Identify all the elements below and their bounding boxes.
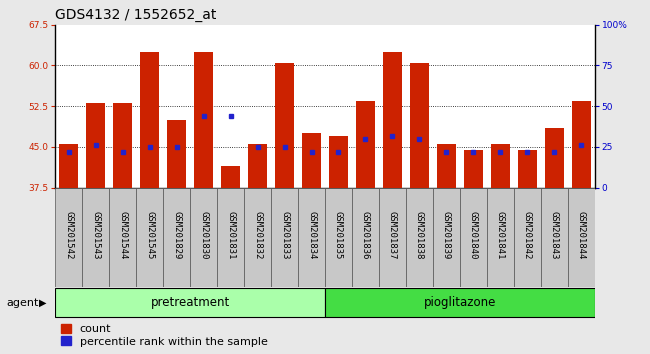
Bar [271,188,298,287]
Text: GSM201831: GSM201831 [226,211,235,259]
Bar [298,188,325,287]
Bar [406,188,433,287]
Text: GSM201542: GSM201542 [64,211,73,259]
Text: GSM201835: GSM201835 [334,211,343,259]
Bar [109,188,136,287]
Text: GSM201839: GSM201839 [442,211,451,259]
Text: GSM201545: GSM201545 [145,211,154,259]
Text: GSM201844: GSM201844 [577,211,586,259]
Bar [329,136,348,188]
Bar [275,63,294,188]
Bar [541,188,568,287]
Bar [325,289,595,317]
Bar [248,144,267,188]
Bar [190,188,217,287]
Text: pioglitazone: pioglitazone [424,296,496,309]
Bar [410,63,429,188]
Bar [163,188,190,287]
Bar [113,103,132,188]
Text: GSM201543: GSM201543 [91,211,100,259]
Text: GSM201840: GSM201840 [469,211,478,259]
Text: GSM201829: GSM201829 [172,211,181,259]
Text: ▶: ▶ [39,298,47,308]
Bar [55,289,325,317]
Bar [86,103,105,188]
Bar [437,144,456,188]
Text: GSM201836: GSM201836 [361,211,370,259]
Bar [352,188,379,287]
Bar [460,188,487,287]
Text: GSM201837: GSM201837 [388,211,397,259]
Bar [568,188,595,287]
Bar [136,188,163,287]
Text: GSM201843: GSM201843 [550,211,559,259]
Bar [325,188,352,287]
Bar [82,188,109,287]
Text: agent: agent [6,298,39,308]
Bar [379,188,406,287]
Bar [518,150,537,188]
Bar [464,150,483,188]
Text: pretreatment: pretreatment [151,296,229,309]
Text: GSM201830: GSM201830 [199,211,208,259]
Text: GSM201832: GSM201832 [253,211,262,259]
Text: GSM201544: GSM201544 [118,211,127,259]
Text: GDS4132 / 1552652_at: GDS4132 / 1552652_at [55,8,216,22]
Text: GSM201833: GSM201833 [280,211,289,259]
Bar [167,120,186,188]
Text: GSM201842: GSM201842 [523,211,532,259]
Bar [244,188,271,287]
Bar [217,188,244,287]
Bar [140,52,159,188]
Bar [55,188,83,287]
Bar [491,144,510,188]
Bar [572,101,591,188]
Legend: count, percentile rank within the sample: count, percentile rank within the sample [61,324,268,347]
Text: GSM201834: GSM201834 [307,211,316,259]
Bar [356,101,375,188]
Bar [383,52,402,188]
Bar [221,166,240,188]
Bar [59,144,78,188]
Bar [487,188,514,287]
Text: GSM201838: GSM201838 [415,211,424,259]
Bar [433,188,460,287]
Text: GSM201841: GSM201841 [496,211,505,259]
Bar [545,128,564,188]
Bar [194,52,213,188]
Bar [514,188,541,287]
Bar [302,133,321,188]
